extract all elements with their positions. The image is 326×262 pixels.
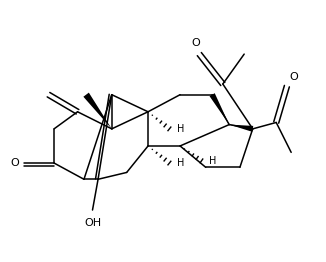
Text: O: O (289, 72, 298, 82)
Polygon shape (229, 125, 253, 132)
Text: O: O (191, 38, 200, 48)
Text: O: O (10, 158, 19, 168)
Text: OH: OH (84, 218, 101, 228)
Polygon shape (83, 93, 112, 129)
Text: H: H (209, 156, 216, 166)
Text: H: H (177, 158, 185, 168)
Polygon shape (210, 93, 229, 125)
Text: H: H (177, 124, 185, 134)
